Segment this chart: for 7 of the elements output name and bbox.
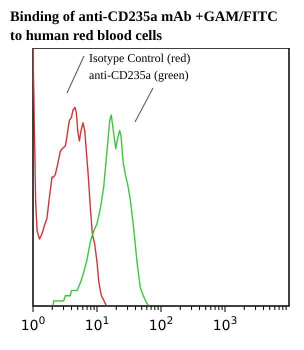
chart-title: Binding of anti-CD235a mAb +GAM/FITC to human red blood cells (10, 9, 278, 44)
annotation: anti-CD235a (green) (89, 68, 189, 82)
x-tick-label: 10$^{1}$ (84, 315, 110, 334)
x-tick-label: 10$^{3}$ (212, 315, 238, 334)
x-tick-label: 10$^{2}$ (148, 315, 174, 334)
annotation: Isotype Control (red) (89, 51, 190, 65)
x-tick-label: 10$^{0}$ (20, 315, 46, 334)
